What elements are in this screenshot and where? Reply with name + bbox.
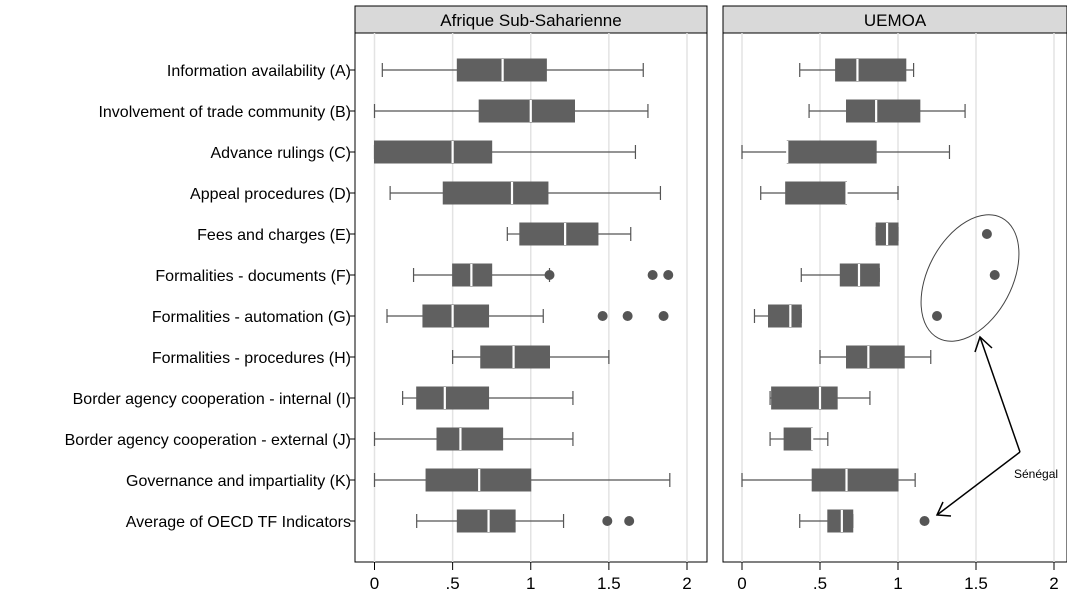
box-3 <box>741 140 951 164</box>
box-iqr <box>811 468 899 492</box>
category-label: Border agency cooperation - external (J) <box>65 432 351 449</box>
category-label: Average of OECD TF Indicators <box>126 514 351 531</box>
panel-1: Afrique Sub-Saharienne 0 .5 1 1.5 2 <box>350 5 708 593</box>
annotation-arrow-head-1 <box>974 335 993 353</box>
panel-strip <box>722 5 1067 34</box>
outlier-point <box>663 270 674 280</box>
box-iqr <box>478 99 575 123</box>
box-iqr <box>827 509 854 533</box>
x-tick-label: 2 <box>1049 574 1058 593</box>
senegal-highlight-ellipse <box>920 214 1020 342</box>
chart-panels: Afrique Sub-Saharienne 0 .5 1 1.5 2 UEMOA 0 .5 1 1… <box>350 5 1067 593</box>
box-iqr <box>783 427 813 451</box>
outlier-point <box>658 311 669 321</box>
box-12 <box>416 509 635 533</box>
annotation-arrow-to-average <box>936 451 1021 516</box>
box-10 <box>769 427 829 451</box>
annotation-label: Sénégal <box>1014 467 1058 481</box>
box-6 <box>800 263 1000 287</box>
x-tick-label: 2 <box>682 574 691 593</box>
box-iqr <box>442 181 549 205</box>
category-label: Formalities - automation (G) <box>152 309 351 326</box>
outlier-point <box>602 516 613 526</box>
box-7 <box>753 304 942 328</box>
outlier-point <box>624 516 635 526</box>
category-label: Governance and impartiality (K) <box>126 473 351 490</box>
box-iqr <box>768 304 802 328</box>
box-12 <box>799 509 930 533</box>
box-iqr <box>436 427 504 451</box>
category-label: Involvement of trade community (B) <box>98 104 351 121</box>
outlier-point <box>597 311 608 321</box>
box-iqr <box>480 345 550 369</box>
box-4 <box>760 181 899 205</box>
x-tick-label: 1.5 <box>597 574 621 593</box>
outlier-point <box>989 270 1000 280</box>
box-iqr <box>786 140 877 164</box>
category-label: Advance rulings (C) <box>211 145 352 162</box>
box-9 <box>402 386 574 410</box>
outlier-point <box>981 229 992 239</box>
outlier-point <box>622 311 633 321</box>
annotation-arrow-to-ellipse <box>979 336 1021 453</box>
outlier-point <box>919 516 930 526</box>
panel-title: Afrique Sub-Saharienne <box>440 11 621 30</box>
box-4 <box>389 181 662 205</box>
panel-2: UEMOA 0 .5 1 1.5 2 <box>722 5 1067 593</box>
box-8 <box>819 345 932 369</box>
x-tick-label: .5 <box>446 574 460 593</box>
x-tick-label: 1 <box>893 574 902 593</box>
box-11 <box>741 468 916 492</box>
box-iqr <box>785 181 848 205</box>
box-iqr <box>846 99 921 123</box>
outlier-point <box>932 311 942 321</box>
box-iqr <box>846 345 905 369</box>
panel-title: UEMOA <box>864 11 927 30</box>
box-6 <box>412 263 674 287</box>
box-1 <box>799 58 915 82</box>
x-tick-label: 1 <box>526 574 535 593</box>
box-5 <box>506 222 632 246</box>
box-iqr <box>456 509 516 533</box>
box-9 <box>769 386 871 410</box>
category-label: Information availability (A) <box>167 63 351 80</box>
panel-strip <box>354 5 708 34</box>
x-tick-label: 0 <box>370 574 379 593</box>
box-iqr <box>416 386 490 410</box>
box-iqr <box>771 386 838 410</box>
x-tick-label: .5 <box>813 574 827 593</box>
box-iqr <box>374 140 493 164</box>
box-iqr <box>519 222 599 246</box>
category-label: Formalities - documents (F) <box>155 268 351 285</box>
category-label: Border agency cooperation - internal (I) <box>73 391 351 408</box>
box-8 <box>452 345 610 369</box>
box-3 <box>373 140 637 164</box>
category-label: Appeal procedures (D) <box>190 186 351 203</box>
box-iqr <box>835 58 907 82</box>
x-tick-label: 0 <box>737 574 746 593</box>
box-5 <box>875 222 992 246</box>
box-11 <box>373 468 671 492</box>
outlier-point <box>544 270 555 280</box>
category-labels: Information availability (A) Involvement … <box>65 63 351 531</box>
category-label: Formalities - procedures (H) <box>152 350 351 367</box>
outlier-point <box>647 270 658 280</box>
box-1 <box>381 58 644 82</box>
annotation-arrow-head-2 <box>935 501 952 517</box>
box-10 <box>373 427 574 451</box>
box-7 <box>386 304 669 328</box>
senegal-annotation: Sénégal <box>920 214 1058 517</box>
box-2 <box>373 99 649 123</box>
box-iqr <box>422 304 490 328</box>
box-2 <box>808 99 966 123</box>
x-tick-label: 1.5 <box>964 574 988 593</box>
category-label: Fees and charges (E) <box>197 227 351 244</box>
